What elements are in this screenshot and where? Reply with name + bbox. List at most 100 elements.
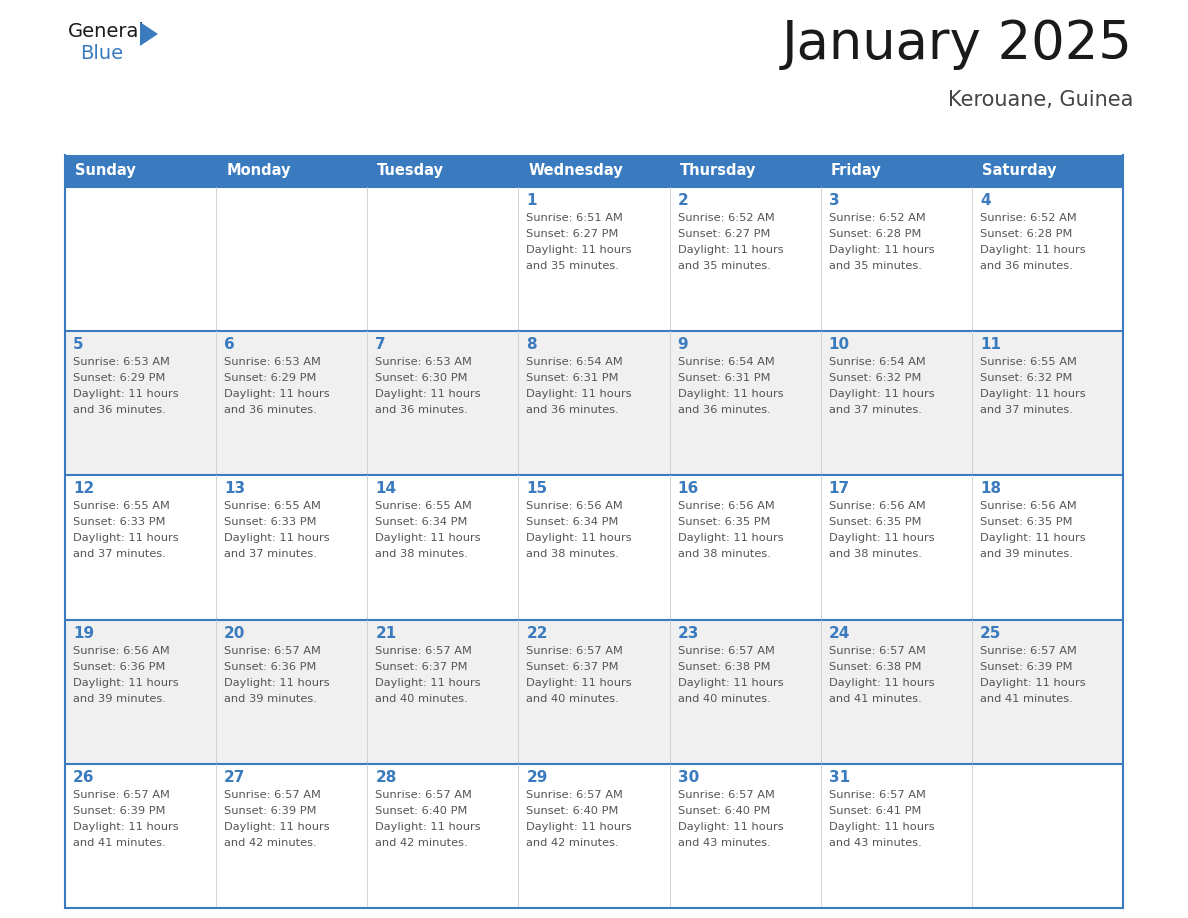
Text: and 41 minutes.: and 41 minutes.: [72, 838, 166, 848]
Text: Sunset: 6:31 PM: Sunset: 6:31 PM: [526, 374, 619, 383]
Text: Sunrise: 6:56 AM: Sunrise: 6:56 AM: [980, 501, 1076, 511]
Text: Daylight: 11 hours: Daylight: 11 hours: [225, 677, 330, 688]
Text: January 2025: January 2025: [782, 18, 1133, 70]
Bar: [972, 476, 1123, 620]
Text: Sunrise: 6:53 AM: Sunrise: 6:53 AM: [375, 357, 472, 367]
Bar: [518, 620, 670, 764]
Text: Daylight: 11 hours: Daylight: 11 hours: [225, 533, 330, 543]
Bar: [367, 620, 518, 764]
Text: and 36 minutes.: and 36 minutes.: [72, 405, 166, 415]
Text: 12: 12: [72, 481, 94, 497]
Text: and 38 minutes.: and 38 minutes.: [375, 549, 468, 559]
Text: and 37 minutes.: and 37 minutes.: [980, 405, 1073, 415]
Text: Sunrise: 6:56 AM: Sunrise: 6:56 AM: [677, 501, 775, 511]
Text: Sunset: 6:40 PM: Sunset: 6:40 PM: [526, 806, 619, 816]
Text: Daylight: 11 hours: Daylight: 11 hours: [829, 245, 934, 255]
Text: 3: 3: [829, 193, 840, 208]
Text: and 36 minutes.: and 36 minutes.: [980, 261, 1073, 271]
Text: Sunrise: 6:52 AM: Sunrise: 6:52 AM: [980, 213, 1076, 223]
Text: Sunrise: 6:57 AM: Sunrise: 6:57 AM: [225, 645, 321, 655]
Bar: [821, 476, 972, 620]
Bar: [518, 187, 670, 331]
Text: 17: 17: [829, 481, 849, 497]
Text: 13: 13: [225, 481, 245, 497]
Text: Thursday: Thursday: [680, 163, 756, 178]
Text: Sunrise: 6:57 AM: Sunrise: 6:57 AM: [980, 645, 1076, 655]
Text: and 39 minutes.: and 39 minutes.: [980, 549, 1073, 559]
Text: Sunset: 6:31 PM: Sunset: 6:31 PM: [677, 374, 770, 383]
Text: Daylight: 11 hours: Daylight: 11 hours: [677, 533, 783, 543]
Text: Daylight: 11 hours: Daylight: 11 hours: [829, 533, 934, 543]
Text: and 35 minutes.: and 35 minutes.: [677, 261, 771, 271]
Text: Sunday: Sunday: [75, 163, 135, 178]
Text: General: General: [68, 22, 145, 41]
Text: and 42 minutes.: and 42 minutes.: [375, 838, 468, 848]
Text: Sunset: 6:41 PM: Sunset: 6:41 PM: [829, 806, 921, 816]
Text: Sunset: 6:37 PM: Sunset: 6:37 PM: [526, 662, 619, 672]
Text: 24: 24: [829, 625, 851, 641]
Text: Daylight: 11 hours: Daylight: 11 hours: [980, 677, 1086, 688]
Text: Sunset: 6:37 PM: Sunset: 6:37 PM: [375, 662, 468, 672]
Text: Monday: Monday: [226, 163, 291, 178]
Text: Saturday: Saturday: [981, 163, 1056, 178]
Text: Sunrise: 6:57 AM: Sunrise: 6:57 AM: [677, 645, 775, 655]
Text: Sunrise: 6:56 AM: Sunrise: 6:56 AM: [72, 645, 170, 655]
Text: Sunset: 6:38 PM: Sunset: 6:38 PM: [829, 662, 921, 672]
Bar: [518, 764, 670, 908]
Text: Sunrise: 6:57 AM: Sunrise: 6:57 AM: [72, 789, 170, 800]
Text: Daylight: 11 hours: Daylight: 11 hours: [225, 389, 330, 399]
Bar: [518, 331, 670, 476]
Bar: [216, 476, 367, 620]
Text: Sunset: 6:35 PM: Sunset: 6:35 PM: [677, 518, 770, 528]
Text: Sunrise: 6:57 AM: Sunrise: 6:57 AM: [375, 789, 472, 800]
Text: 5: 5: [72, 337, 83, 353]
Text: Wednesday: Wednesday: [529, 163, 624, 178]
Text: Sunset: 6:34 PM: Sunset: 6:34 PM: [526, 518, 619, 528]
Bar: [821, 620, 972, 764]
Text: Sunset: 6:40 PM: Sunset: 6:40 PM: [677, 806, 770, 816]
Text: 26: 26: [72, 770, 95, 785]
Bar: [821, 331, 972, 476]
Text: and 37 minutes.: and 37 minutes.: [72, 549, 166, 559]
Text: Sunrise: 6:55 AM: Sunrise: 6:55 AM: [225, 501, 321, 511]
Text: 8: 8: [526, 337, 537, 353]
Text: Sunset: 6:28 PM: Sunset: 6:28 PM: [980, 229, 1073, 239]
Text: Sunset: 6:39 PM: Sunset: 6:39 PM: [980, 662, 1073, 672]
Text: Sunrise: 6:52 AM: Sunrise: 6:52 AM: [829, 213, 925, 223]
Text: 7: 7: [375, 337, 386, 353]
Text: and 36 minutes.: and 36 minutes.: [225, 405, 317, 415]
Text: Sunset: 6:40 PM: Sunset: 6:40 PM: [375, 806, 468, 816]
Text: Kerouane, Guinea: Kerouane, Guinea: [948, 90, 1133, 110]
Text: Daylight: 11 hours: Daylight: 11 hours: [375, 389, 481, 399]
Text: Sunset: 6:29 PM: Sunset: 6:29 PM: [225, 374, 316, 383]
Text: Daylight: 11 hours: Daylight: 11 hours: [677, 389, 783, 399]
Text: Daylight: 11 hours: Daylight: 11 hours: [980, 245, 1086, 255]
Text: Sunrise: 6:54 AM: Sunrise: 6:54 AM: [526, 357, 624, 367]
Bar: [65, 331, 216, 476]
Bar: [670, 331, 821, 476]
Text: Sunrise: 6:57 AM: Sunrise: 6:57 AM: [829, 789, 925, 800]
Text: 1: 1: [526, 193, 537, 208]
Text: Daylight: 11 hours: Daylight: 11 hours: [375, 677, 481, 688]
Text: Sunset: 6:36 PM: Sunset: 6:36 PM: [72, 662, 165, 672]
Text: Sunrise: 6:55 AM: Sunrise: 6:55 AM: [72, 501, 170, 511]
Text: Daylight: 11 hours: Daylight: 11 hours: [677, 822, 783, 832]
Text: 19: 19: [72, 625, 94, 641]
Text: Sunrise: 6:52 AM: Sunrise: 6:52 AM: [677, 213, 775, 223]
Text: Friday: Friday: [830, 163, 881, 178]
Text: and 35 minutes.: and 35 minutes.: [526, 261, 619, 271]
Text: and 38 minutes.: and 38 minutes.: [526, 549, 619, 559]
Text: Blue: Blue: [80, 44, 124, 63]
Text: Sunrise: 6:55 AM: Sunrise: 6:55 AM: [980, 357, 1076, 367]
Text: Daylight: 11 hours: Daylight: 11 hours: [225, 822, 330, 832]
Text: and 35 minutes.: and 35 minutes.: [829, 261, 922, 271]
Polygon shape: [140, 22, 158, 46]
Bar: [670, 764, 821, 908]
Text: and 42 minutes.: and 42 minutes.: [526, 838, 619, 848]
Bar: [670, 476, 821, 620]
Text: Daylight: 11 hours: Daylight: 11 hours: [829, 677, 934, 688]
Text: and 39 minutes.: and 39 minutes.: [225, 694, 317, 703]
Bar: [216, 331, 367, 476]
Text: 11: 11: [980, 337, 1000, 353]
Text: Sunset: 6:30 PM: Sunset: 6:30 PM: [375, 374, 468, 383]
